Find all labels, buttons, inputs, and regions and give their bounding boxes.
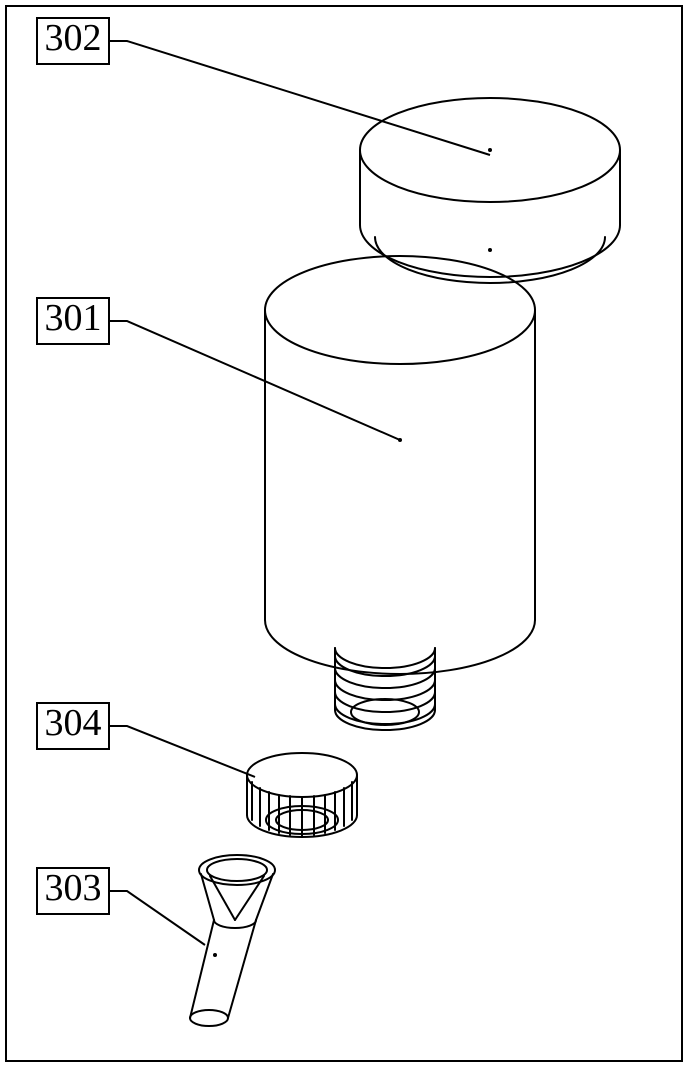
callout-labels: 302 301 304 303 (37, 17, 490, 945)
part-nut (247, 753, 357, 837)
part-body (265, 256, 535, 674)
leader-line-302 (109, 41, 490, 155)
callout-text-304: 304 (45, 702, 102, 744)
callout-text-301: 301 (45, 297, 102, 339)
part-tube (190, 855, 275, 1026)
leader-line-301 (109, 321, 400, 440)
part-body-neck (335, 648, 435, 730)
leader-line-303 (109, 891, 205, 945)
callout-text-302: 302 (45, 17, 102, 59)
callout-text-303: 303 (45, 867, 102, 909)
exploded-assembly-figure: 302 301 304 303 (0, 0, 688, 1067)
leader-line-304 (109, 726, 255, 777)
